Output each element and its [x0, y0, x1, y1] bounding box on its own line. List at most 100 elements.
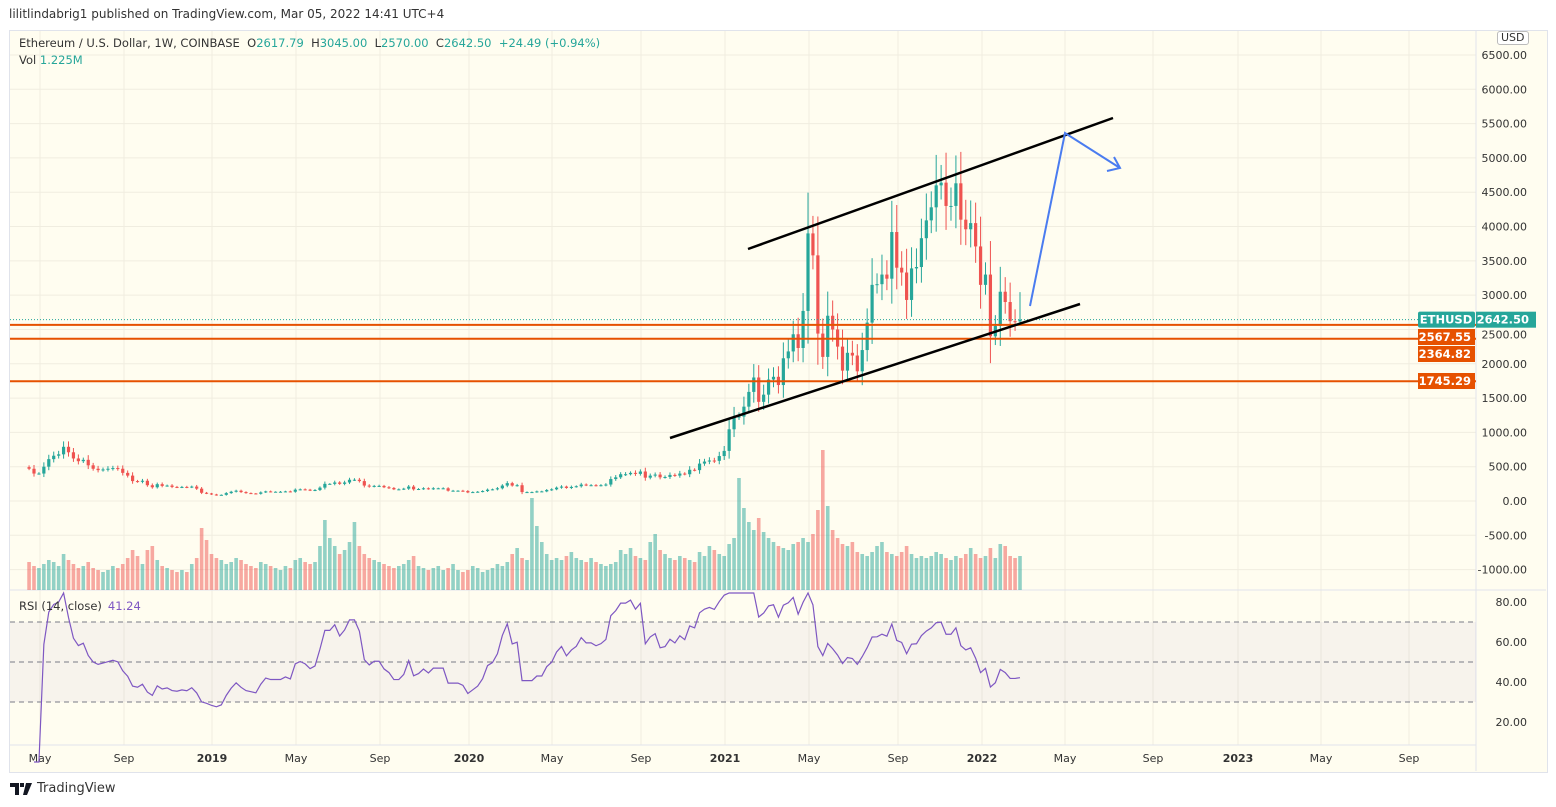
- price-tick-label: 0.00: [1503, 495, 1528, 508]
- price-tick-label: 1500.00: [1482, 392, 1528, 405]
- candle-body: [840, 346, 845, 371]
- candle-body: [76, 458, 80, 462]
- volume-bar: [436, 566, 441, 590]
- candle-body: [1003, 291, 1007, 303]
- volume-bar: [160, 566, 164, 590]
- volume-bar: [845, 546, 850, 590]
- candle-body: [944, 182, 948, 206]
- price-tick-label: 1000.00: [1482, 426, 1528, 439]
- candle-body: [451, 490, 455, 492]
- candle-body: [831, 315, 835, 330]
- projection-arrow: [1029, 131, 1121, 307]
- volume-bar: [219, 560, 224, 590]
- volume-bar: [687, 560, 692, 590]
- volume-bar: [673, 560, 677, 590]
- candle-body: [934, 185, 938, 208]
- volume-bar: [303, 562, 307, 590]
- volume-bar: [140, 564, 145, 590]
- candle-body: [81, 459, 85, 462]
- time-tick-label: Sep: [114, 752, 135, 765]
- candle-body: [96, 468, 100, 471]
- volume-bar: [609, 564, 613, 590]
- time-tick-label: May: [1310, 752, 1333, 765]
- volume-bar: [401, 564, 406, 590]
- candle-body: [609, 479, 613, 485]
- candle-body: [530, 492, 534, 494]
- rsi-tick-label: 40.00: [1496, 676, 1528, 689]
- rsi-tick-label: 80.00: [1496, 596, 1528, 609]
- candle-body: [702, 461, 707, 464]
- volume-bar: [993, 558, 998, 590]
- high-label: H: [311, 36, 320, 50]
- candle-body: [742, 406, 746, 417]
- rsi-tick-label: 20.00: [1496, 716, 1528, 729]
- volume-bar: [924, 558, 929, 590]
- volume-bar: [451, 564, 455, 590]
- volume-bar: [175, 572, 179, 590]
- arrow-head-icon: [1106, 156, 1122, 172]
- volume-bar: [973, 554, 978, 590]
- candle-body: [1008, 302, 1012, 322]
- candle-body: [481, 491, 485, 493]
- volume-bar: [416, 566, 421, 590]
- volume-bar: [446, 568, 450, 590]
- volume-bar: [392, 568, 396, 590]
- candle-body: [229, 491, 233, 494]
- candle-body: [421, 488, 426, 490]
- volume-bar: [520, 558, 524, 590]
- volume-bar: [865, 556, 869, 590]
- volume-bar: [742, 508, 746, 590]
- candle-body: [722, 450, 726, 457]
- volume-bar: [278, 570, 283, 590]
- volume-bar: [751, 530, 756, 590]
- candle-body: [860, 350, 864, 372]
- candle-body: [293, 489, 297, 492]
- volume-bar: [475, 568, 480, 590]
- volume-bar: [678, 556, 682, 590]
- open-label: O: [247, 36, 257, 50]
- low-value: 2570.00: [381, 36, 429, 50]
- candle-body: [683, 473, 687, 475]
- volume-bar: [495, 564, 500, 590]
- candle-body: [490, 489, 495, 491]
- candle-body: [1013, 321, 1017, 323]
- tradingview-logo: TradingView: [10, 781, 116, 796]
- volume-bar: [239, 560, 243, 590]
- volume-bar: [411, 556, 416, 590]
- time-tick-label: Sep: [1143, 752, 1164, 765]
- candle-body: [949, 205, 953, 207]
- candle-body: [870, 284, 874, 323]
- channel-upper-line: [747, 116, 1114, 251]
- volume-bar: [155, 560, 160, 590]
- candle-body: [737, 416, 741, 418]
- volume-value: 1.225M: [39, 53, 83, 67]
- volume-bar: [1003, 546, 1008, 590]
- volume-bar: [490, 568, 495, 590]
- currency-button[interactable]: USD: [1497, 31, 1529, 45]
- candle-body: [303, 489, 307, 491]
- volume-bar: [367, 558, 372, 590]
- candle-body: [244, 492, 248, 494]
- price-tick-label: 4000.00: [1482, 221, 1528, 234]
- volume-bar: [323, 520, 327, 590]
- volume-bar: [628, 548, 633, 590]
- volume-bar: [510, 554, 515, 590]
- candle-body: [673, 474, 677, 476]
- price-tick-label: 2500.00: [1482, 328, 1528, 341]
- candle-body: [372, 485, 376, 487]
- volume-bar: [298, 558, 303, 590]
- candle-body: [663, 476, 667, 478]
- volume-bar: [96, 570, 100, 590]
- volume-bar: [539, 542, 544, 590]
- volume-bar: [406, 560, 411, 590]
- candle-body: [338, 482, 342, 484]
- volume-bar: [978, 558, 983, 590]
- candle-body: [234, 490, 238, 492]
- volume-bar: [209, 554, 214, 590]
- candle-body: [697, 463, 702, 471]
- volume-bar: [249, 566, 253, 590]
- candle-body: [66, 446, 71, 453]
- volume-bar: [830, 530, 835, 590]
- candle-body: [624, 474, 628, 476]
